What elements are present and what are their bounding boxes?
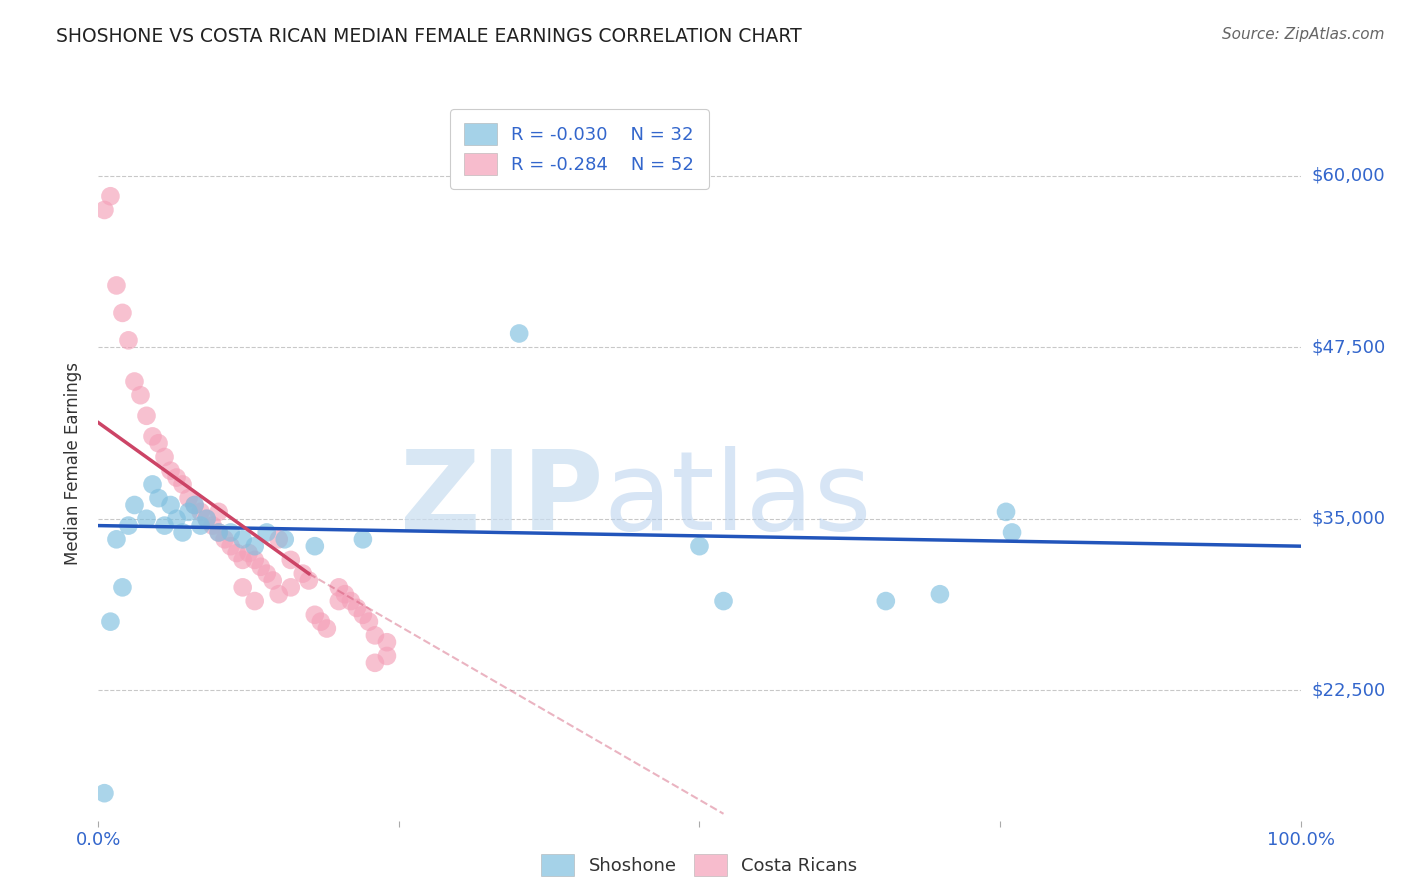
- Point: [208, 525, 231, 540]
- Point: [309, 615, 332, 629]
- Point: [249, 559, 271, 574]
- Point: [333, 587, 356, 601]
- Point: [111, 306, 134, 320]
- Point: [328, 580, 350, 594]
- Point: [148, 491, 170, 505]
- Point: [352, 607, 374, 622]
- Point: [190, 518, 212, 533]
- Point: [713, 594, 735, 608]
- Point: [100, 189, 122, 203]
- Point: [117, 518, 139, 533]
- Point: [105, 278, 128, 293]
- Point: [124, 498, 146, 512]
- Y-axis label: Median Female Earnings: Median Female Earnings: [65, 362, 83, 566]
- Point: [219, 539, 242, 553]
- Text: ZIP: ZIP: [399, 446, 603, 553]
- Point: [117, 334, 139, 348]
- Text: Source: ZipAtlas.com: Source: ZipAtlas.com: [1222, 27, 1385, 42]
- Point: [141, 477, 163, 491]
- Point: [274, 533, 297, 547]
- Point: [375, 635, 398, 649]
- Point: [280, 580, 302, 594]
- Point: [195, 512, 218, 526]
- Point: [183, 498, 205, 512]
- Point: [364, 628, 387, 642]
- Point: [153, 450, 176, 464]
- Point: [172, 477, 194, 491]
- Legend: Shoshone, Costa Ricans: Shoshone, Costa Ricans: [534, 847, 865, 883]
- Text: $22,500: $22,500: [1312, 681, 1386, 699]
- Point: [238, 546, 260, 560]
- Point: [111, 580, 134, 594]
- Point: [346, 601, 368, 615]
- Point: [328, 594, 350, 608]
- Point: [148, 436, 170, 450]
- Point: [267, 587, 290, 601]
- Point: [183, 498, 205, 512]
- Point: [172, 525, 194, 540]
- Point: [256, 566, 278, 581]
- Point: [124, 375, 146, 389]
- Point: [315, 622, 337, 636]
- Point: [262, 574, 284, 588]
- Point: [153, 518, 176, 533]
- Point: [105, 533, 128, 547]
- Point: [375, 648, 398, 663]
- Point: [352, 533, 374, 547]
- Text: $47,500: $47,500: [1312, 338, 1386, 356]
- Text: $60,000: $60,000: [1312, 167, 1385, 185]
- Text: SHOSHONE VS COSTA RICAN MEDIAN FEMALE EARNINGS CORRELATION CHART: SHOSHONE VS COSTA RICAN MEDIAN FEMALE EA…: [56, 27, 801, 45]
- Point: [159, 498, 181, 512]
- Point: [135, 512, 157, 526]
- Point: [267, 533, 290, 547]
- Point: [340, 594, 363, 608]
- Point: [232, 553, 254, 567]
- Point: [243, 539, 266, 553]
- Point: [129, 388, 152, 402]
- Point: [177, 505, 200, 519]
- Point: [304, 607, 326, 622]
- Point: [208, 525, 231, 540]
- Point: [280, 553, 302, 567]
- Point: [214, 533, 236, 547]
- Point: [298, 574, 321, 588]
- Point: [364, 656, 387, 670]
- Point: [995, 505, 1018, 519]
- Point: [291, 566, 314, 581]
- Point: [875, 594, 897, 608]
- Point: [159, 464, 181, 478]
- Point: [93, 786, 115, 800]
- Point: [928, 587, 950, 601]
- Point: [232, 580, 254, 594]
- Point: [243, 553, 266, 567]
- Text: atlas: atlas: [603, 446, 872, 553]
- Point: [243, 594, 266, 608]
- Point: [256, 525, 278, 540]
- Text: $35,000: $35,000: [1312, 509, 1386, 528]
- Point: [208, 505, 231, 519]
- Point: [357, 615, 380, 629]
- Point: [166, 470, 188, 484]
- Point: [166, 512, 188, 526]
- Point: [100, 615, 122, 629]
- Point: [195, 512, 218, 526]
- Point: [225, 546, 247, 560]
- Point: [1001, 525, 1024, 540]
- Point: [190, 505, 212, 519]
- Point: [219, 525, 242, 540]
- Point: [232, 533, 254, 547]
- Point: [201, 518, 224, 533]
- Point: [177, 491, 200, 505]
- Point: [688, 539, 710, 553]
- Point: [508, 326, 530, 341]
- Point: [141, 429, 163, 443]
- Point: [135, 409, 157, 423]
- Point: [93, 202, 115, 217]
- Point: [304, 539, 326, 553]
